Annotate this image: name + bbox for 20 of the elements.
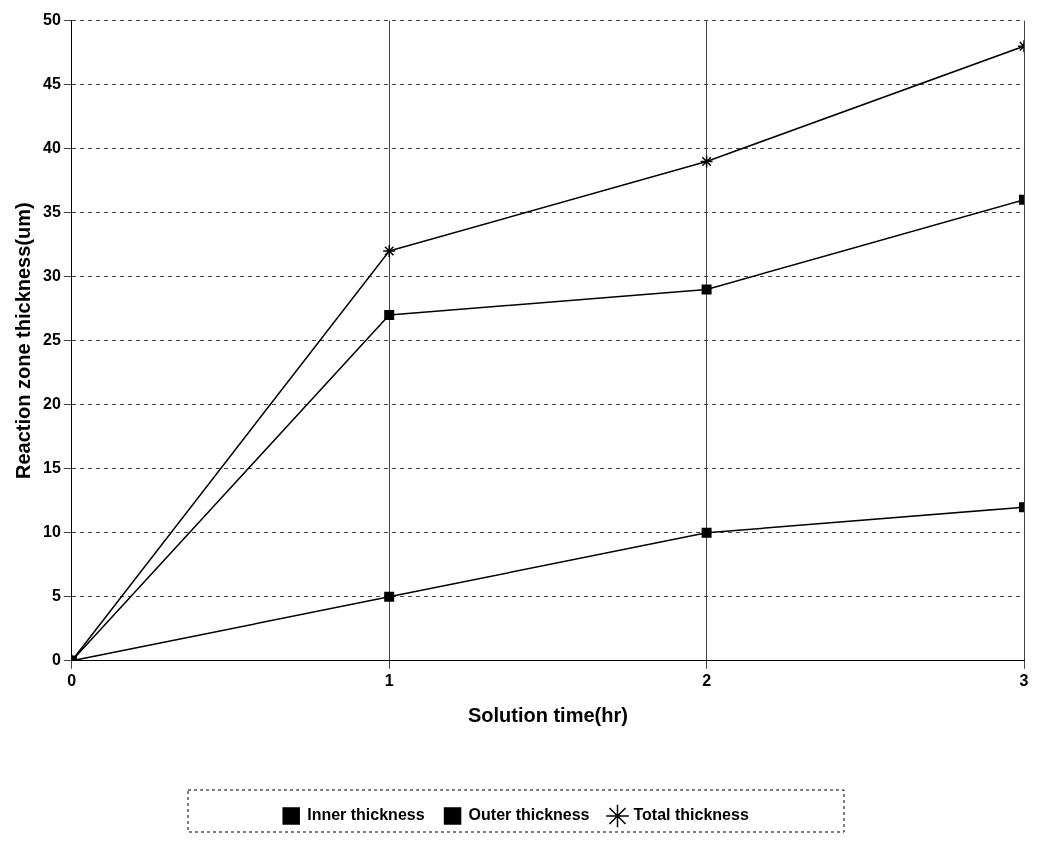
y-tick-label: 25 — [43, 331, 61, 349]
y-tick-label: 0 — [51, 651, 61, 669]
x-tick-label: 1 — [384, 671, 394, 689]
x-tick-label: 3 — [1019, 671, 1029, 689]
y-tick-label: 10 — [43, 523, 61, 541]
y-tick-label: 20 — [43, 395, 61, 413]
y-tick-label: 15 — [43, 459, 61, 477]
legend-label: Inner thickness — [307, 806, 425, 824]
legend-label: Total thickness — [633, 806, 749, 824]
x-tick-label: 0 — [67, 671, 77, 689]
y-tick-label: 40 — [43, 139, 61, 157]
y-tick-label: 50 — [43, 11, 61, 29]
y-tick-label: 5 — [51, 587, 61, 605]
legend-label: Outer thickness — [468, 806, 590, 824]
y-tick-label: 45 — [43, 75, 61, 93]
y-tick-label: 35 — [43, 203, 61, 221]
y-axis-title: Reaction zone thickness(um) — [11, 202, 34, 480]
x-axis-title: Solution time(hr) — [467, 703, 628, 726]
y-tick-label: 30 — [43, 267, 61, 285]
x-tick-label: 2 — [702, 671, 712, 689]
